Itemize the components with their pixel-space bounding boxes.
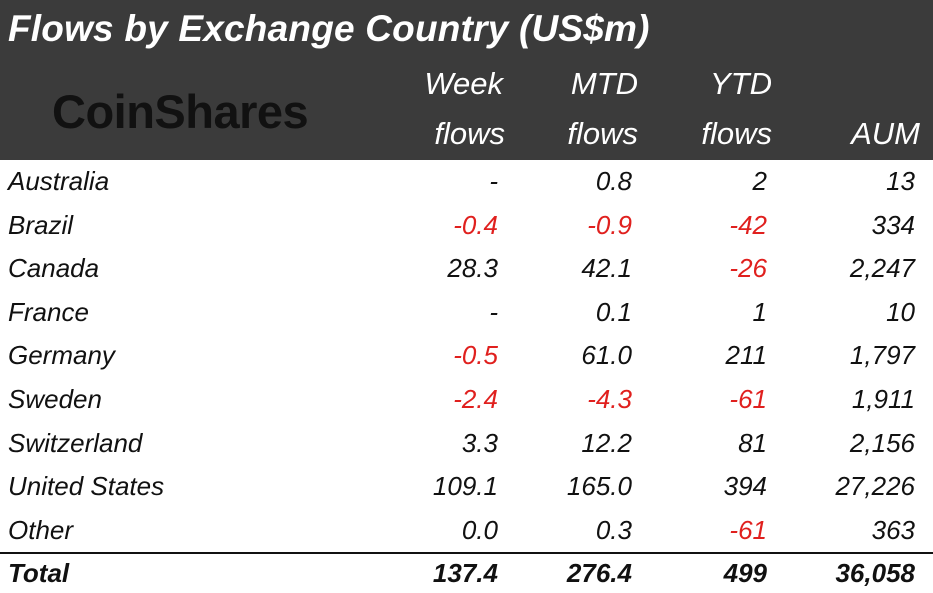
ytd-flows-cell: -26: [729, 253, 767, 284]
country-label: Germany: [8, 340, 115, 371]
total-label: Total: [8, 558, 70, 588]
table-title: Flows by Exchange Country (US$m): [8, 8, 650, 49]
country-label: Sweden: [8, 383, 102, 414]
header-mtd-line2: flows: [567, 116, 638, 151]
country-label: France: [8, 296, 89, 327]
ytd-flows-cell: 81: [738, 427, 767, 458]
week-flows-cell: -0.5: [453, 340, 498, 371]
table-row: Sweden -2.4 -4.3 -61 1,911: [0, 378, 933, 422]
country-label: Australia: [8, 166, 110, 196]
mtd-flows-cell: -0.9: [587, 209, 632, 240]
header-week-line1: Week: [424, 66, 503, 101]
week-flows-cell: 28.3: [447, 253, 498, 284]
ytd-flows-cell: 1: [752, 296, 767, 327]
table-body: Australia - 0.8 2 13 Brazil -0.4 -0.9 -42 334 Cana…: [0, 160, 933, 552]
ytd-flows-cell: -42: [729, 209, 767, 240]
header-ytd-line1: YTD: [710, 66, 772, 101]
week-flows-cell: -0.4: [453, 209, 498, 240]
header-aum: AUM: [851, 116, 920, 151]
total-row: Total 137.4 276.4 499 36,058: [0, 554, 933, 593]
aum-cell: 334: [871, 209, 915, 240]
mtd-flows-cell: 0.3: [595, 514, 632, 545]
aum-cell: 1,911: [851, 383, 915, 414]
country-label: Switzerland: [8, 427, 143, 458]
week-flows-cell: 109.1: [432, 471, 498, 502]
table-row: United States 109.1 165.0 394 27,226: [0, 465, 933, 509]
aum-cell: 1,797: [849, 340, 915, 371]
week-flows-cell: -: [489, 166, 498, 196]
table-row: Canada 28.3 42.1 -26 2,247: [0, 247, 933, 291]
mtd-flows-cell: 12.2: [581, 427, 632, 458]
week-flows-cell: -2.4: [453, 383, 498, 414]
mtd-flows-cell: 165.0: [566, 471, 632, 502]
ytd-flows-cell: 2: [752, 166, 767, 196]
ytd-flows-cell: -61: [729, 383, 767, 414]
table-row: Brazil -0.4 -0.9 -42 334: [0, 204, 933, 248]
total-aum: 36,058: [835, 558, 915, 588]
mtd-flows-cell: 42.1: [581, 253, 632, 284]
week-flows-cell: -: [489, 296, 498, 327]
mtd-flows-cell: 61.0: [581, 340, 632, 371]
header-mtd-line1: MTD: [570, 66, 638, 101]
aum-cell: 2,156: [849, 427, 915, 458]
aum-cell: 27,226: [835, 471, 915, 502]
country-label: Canada: [8, 253, 100, 284]
table-header: Flows by Exchange Country (US$m) CoinSha…: [0, 0, 933, 160]
total-mtd-flows: 276.4: [566, 558, 632, 588]
aum-cell: 363: [871, 514, 915, 545]
table-row: France - 0.1 1 10: [0, 291, 933, 335]
ytd-flows-cell: 394: [723, 471, 767, 502]
total-ytd-flows: 499: [723, 558, 767, 588]
week-flows-cell: 3.3: [461, 427, 498, 458]
table-row: Switzerland 3.3 12.2 81 2,156: [0, 422, 933, 466]
header-ytd-line2: flows: [701, 116, 772, 151]
mtd-flows-cell: -4.3: [587, 383, 632, 414]
country-label: United States: [8, 471, 165, 502]
table-row: Germany -0.5 61.0 211 1,797: [0, 334, 933, 378]
aum-cell: 13: [886, 166, 915, 196]
table-row: Other 0.0 0.3 -61 363: [0, 509, 933, 553]
table-row: Australia - 0.8 2 13: [0, 160, 933, 204]
week-flows-cell: 0.0: [461, 514, 498, 545]
country-label: Brazil: [8, 209, 74, 240]
coinshares-logo: CoinShares: [52, 85, 309, 138]
ytd-flows-cell: 211: [725, 340, 767, 371]
total-week-flows: 137.4: [432, 558, 498, 588]
aum-cell: 10: [886, 296, 915, 327]
aum-cell: 2,247: [849, 253, 915, 284]
total-divider: [0, 552, 933, 554]
header-week-line2: flows: [434, 116, 505, 151]
country-label: Other: [8, 514, 74, 545]
mtd-flows-cell: 0.8: [595, 166, 632, 196]
ytd-flows-cell: -61: [729, 514, 767, 545]
mtd-flows-cell: 0.1: [595, 296, 632, 327]
